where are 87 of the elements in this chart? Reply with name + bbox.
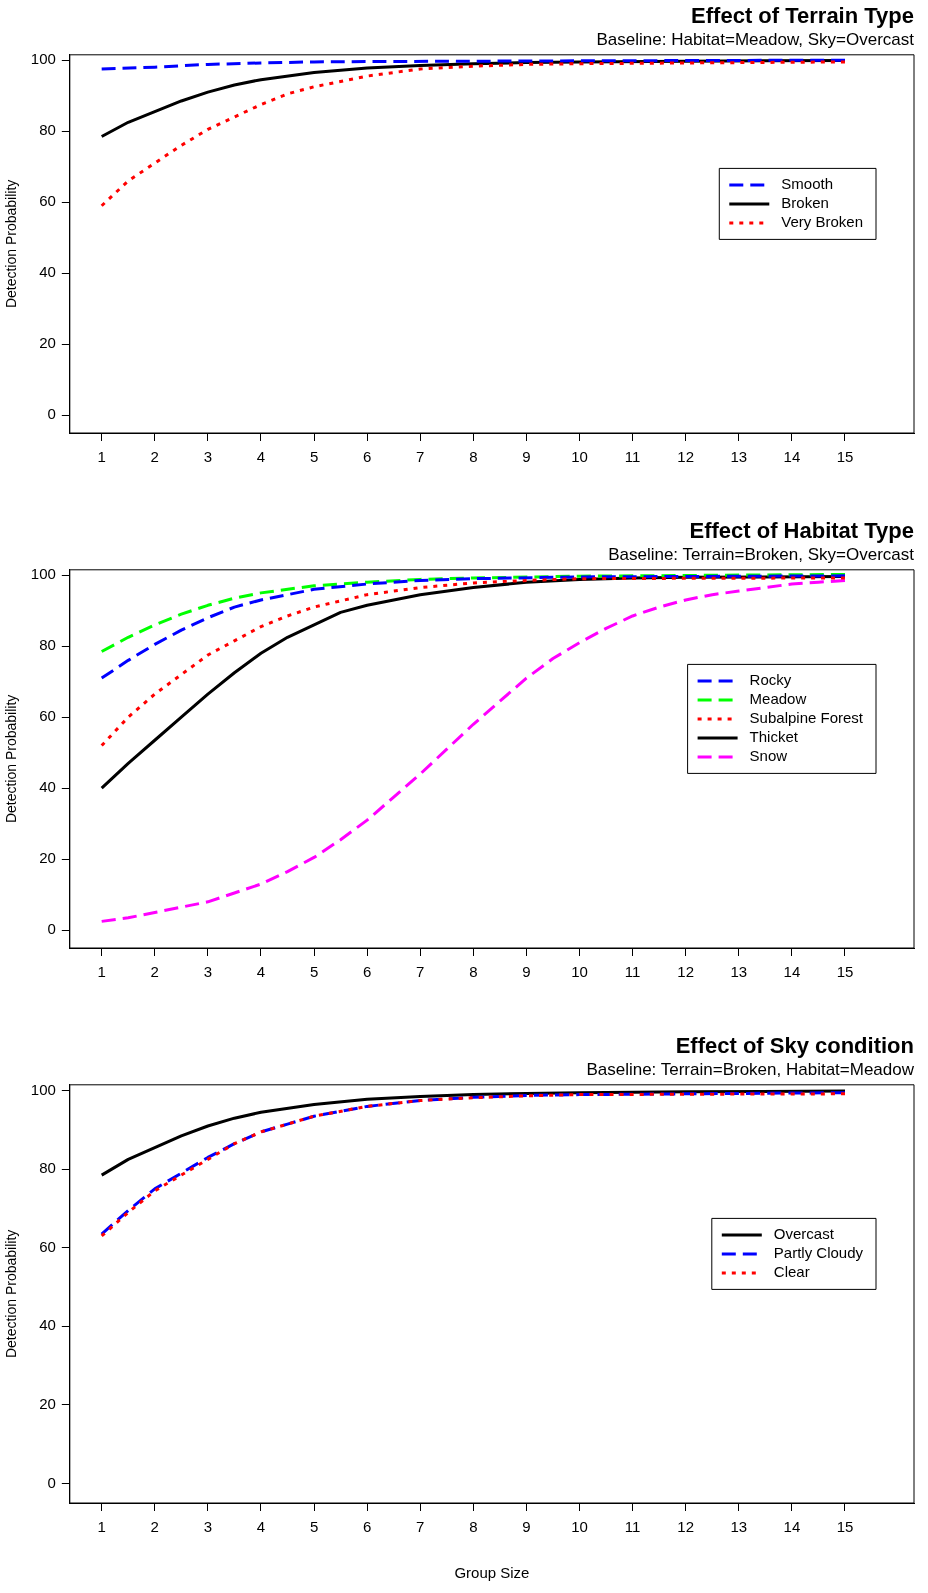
x-tick-label: 9 — [522, 448, 531, 466]
x-tick-label: 10 — [571, 448, 588, 466]
y-axis-title: Detection Probability — [3, 1229, 20, 1359]
x-tick-label: 11 — [624, 963, 641, 981]
y-axis-title: Detection Probability — [3, 179, 20, 309]
x-tick-label: 4 — [256, 448, 266, 466]
x-tick-label: 3 — [203, 963, 213, 981]
chart-title: Effect of Terrain Type — [691, 3, 914, 29]
chart-title: Effect of Habitat Type — [689, 518, 914, 544]
legend-label: Partly Cloudy — [773, 1244, 864, 1262]
legend-label: Rocky — [749, 671, 792, 689]
x-tick-label: 15 — [836, 448, 854, 466]
x-axis-title: Group Size — [454, 1564, 530, 1582]
y-tick-label: 0 — [47, 1473, 56, 1491]
legend-label: Meadow — [749, 690, 807, 708]
x-tick-label: 9 — [522, 1518, 531, 1536]
y-tick-label: 100 — [30, 50, 56, 68]
x-tick-label: 12 — [677, 448, 695, 466]
x-tick-label: 2 — [150, 448, 159, 466]
x-tick-label: 11 — [624, 1518, 641, 1536]
x-tick-label: 11 — [624, 448, 641, 466]
y-tick-label: 100 — [30, 1080, 56, 1098]
x-tick-label: 13 — [730, 963, 748, 981]
x-tick-label: 1 — [97, 963, 106, 981]
x-tick-label: 8 — [469, 963, 478, 981]
x-tick-label: 10 — [571, 1518, 588, 1536]
chart-subtitle: Baseline: Habitat=Meadow, Sky=Overcast — [596, 30, 915, 50]
y-tick-label: 60 — [39, 192, 56, 210]
line-series — [100, 60, 847, 208]
y-tick-label: 60 — [39, 1237, 56, 1255]
y-tick-label: 20 — [39, 849, 56, 867]
x-tick-label: 12 — [677, 1518, 695, 1536]
x-tick-label: 10 — [571, 963, 588, 981]
legend-label: Smooth — [781, 175, 833, 193]
x-tick-label: 4 — [256, 963, 266, 981]
x-tick-label: 5 — [309, 448, 319, 466]
y-tick-label: 80 — [39, 121, 56, 139]
x-tick-label: 15 — [836, 963, 854, 981]
y-tick-label: 20 — [39, 334, 56, 352]
legend-label: Clear — [773, 1263, 810, 1281]
y-tick-label: 80 — [39, 1159, 56, 1177]
legend-label: Overcast — [773, 1225, 835, 1243]
x-tick-label: 7 — [416, 448, 425, 466]
y-tick-label: 40 — [39, 263, 56, 281]
legend-label: Subalpine Forest — [749, 709, 864, 727]
x-tick-label: 2 — [150, 963, 159, 981]
line-series — [100, 58, 847, 71]
chart-subtitle: Baseline: Terrain=Broken, Habitat=Meadow — [586, 1060, 915, 1080]
legend-label: Thicket — [749, 728, 799, 746]
x-tick-label: 5 — [309, 963, 319, 981]
y-tick-label: 100 — [30, 565, 56, 583]
x-tick-label: 7 — [416, 1518, 425, 1536]
x-tick-label: 6 — [362, 963, 372, 981]
chart-title: Effect of Sky condition — [675, 1033, 914, 1059]
x-tick-label: 7 — [416, 963, 425, 981]
y-tick-label: 80 — [39, 636, 56, 654]
legend-label: Snow — [749, 747, 788, 765]
x-tick-label: 12 — [677, 963, 695, 981]
x-tick-label: 4 — [256, 1518, 266, 1536]
y-tick-label: 20 — [39, 1394, 56, 1412]
y-tick-label: 0 — [47, 405, 56, 423]
x-tick-label: 14 — [783, 448, 801, 466]
x-tick-label: 6 — [362, 1518, 372, 1536]
x-tick-label: 3 — [203, 1518, 213, 1536]
x-tick-label: 8 — [469, 1518, 478, 1536]
x-tick-label: 13 — [730, 1518, 748, 1536]
x-tick-label: 9 — [522, 963, 531, 981]
y-axis-title: Detection Probability — [3, 694, 20, 824]
x-tick-label: 8 — [469, 448, 478, 466]
x-tick-label: 5 — [309, 1518, 319, 1536]
x-tick-label: 14 — [783, 1518, 801, 1536]
legend-label: Very Broken — [781, 213, 864, 231]
x-tick-label: 1 — [97, 1518, 106, 1536]
x-tick-label: 6 — [362, 448, 372, 466]
x-tick-label: 15 — [836, 1518, 854, 1536]
x-tick-label: 3 — [203, 448, 213, 466]
x-tick-label: 1 — [97, 448, 106, 466]
x-tick-label: 14 — [783, 963, 801, 981]
x-tick-label: 13 — [730, 448, 748, 466]
y-tick-label: 40 — [39, 1316, 56, 1334]
legend-label: Broken — [781, 194, 829, 212]
y-tick-label: 40 — [39, 778, 56, 796]
y-tick-label: 0 — [47, 920, 56, 938]
chart-subtitle: Baseline: Terrain=Broken, Sky=Overcast — [608, 545, 915, 565]
y-tick-label: 60 — [39, 707, 56, 725]
x-tick-label: 2 — [150, 1518, 159, 1536]
line-series — [100, 572, 847, 653]
